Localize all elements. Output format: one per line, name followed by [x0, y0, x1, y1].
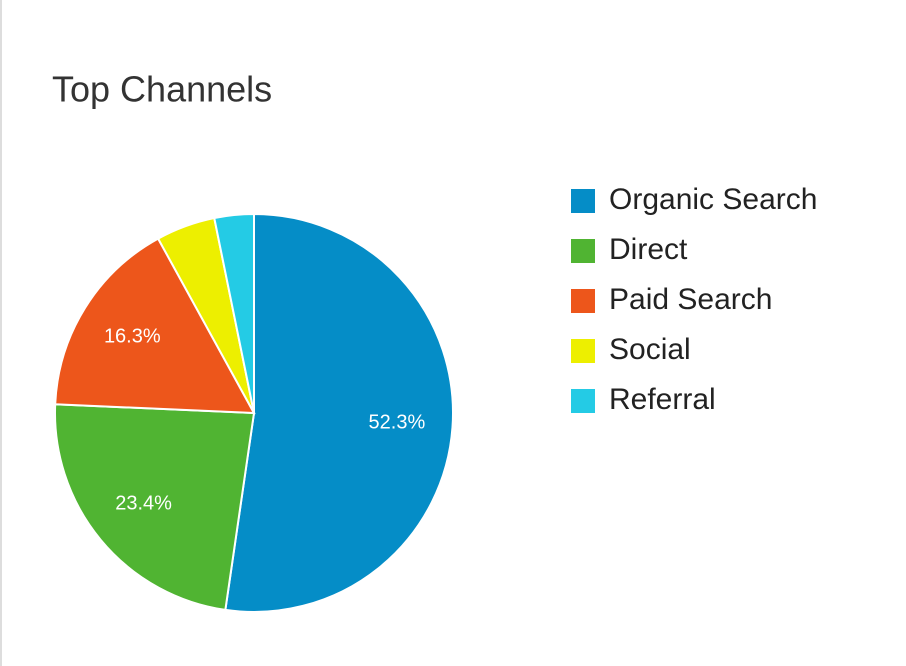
- pie-slice: [54, 403, 256, 612]
- data-label: 16.3%: [104, 326, 161, 348]
- left-border: [0, 0, 2, 666]
- pie-slice: [213, 212, 255, 414]
- legend-swatch: [571, 289, 595, 313]
- pie-slice: [224, 212, 454, 613]
- legend-swatch: [571, 189, 595, 213]
- legend-label: Direct: [609, 233, 688, 266]
- pie-slice: [54, 237, 256, 415]
- legend-label: Paid Search: [609, 283, 772, 316]
- data-label: 23.4%: [115, 493, 172, 515]
- legend-swatch: [571, 239, 595, 263]
- legend-label: Social: [609, 333, 691, 366]
- legend-label: Referral: [609, 383, 716, 416]
- legend-swatch: [571, 389, 595, 413]
- data-label: 52.3%: [369, 412, 426, 434]
- chart-title: Top Channels: [52, 69, 272, 110]
- legend-label: Organic Search: [609, 183, 817, 216]
- legend-swatch: [571, 339, 595, 363]
